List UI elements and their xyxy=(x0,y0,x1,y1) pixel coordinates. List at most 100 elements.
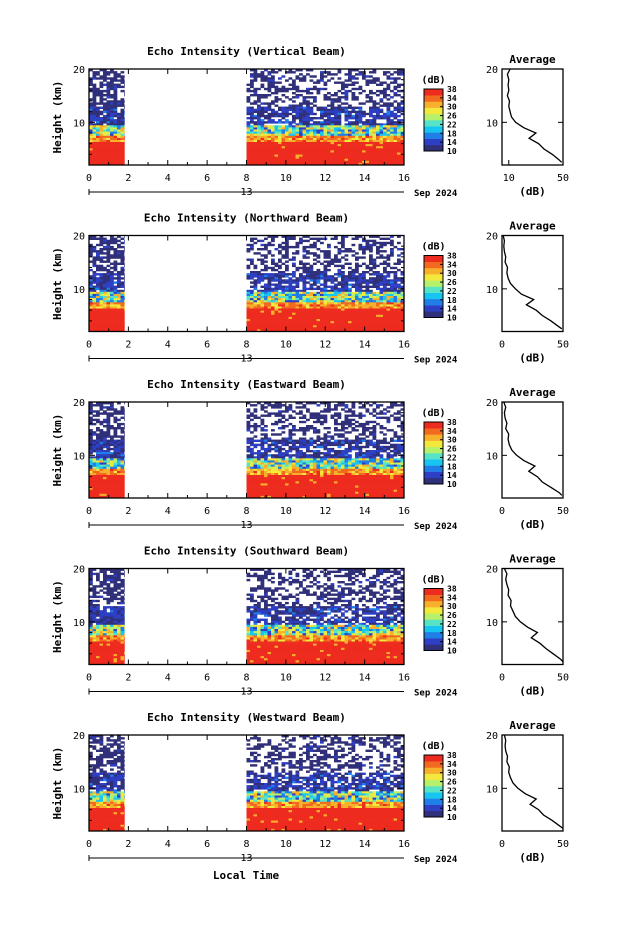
heatmap-cell xyxy=(362,156,366,160)
heatmap-cell xyxy=(390,306,394,309)
heatmap-cell xyxy=(344,329,349,332)
heatmap-cell xyxy=(103,268,107,272)
heatmap-cell xyxy=(302,154,307,157)
heatmap-cell xyxy=(99,319,104,322)
heatmap-cell xyxy=(358,312,363,316)
heatmap-cell xyxy=(386,279,391,282)
heatmap-cell xyxy=(372,127,377,130)
heatmap-cell xyxy=(386,104,391,107)
heatmap-cell xyxy=(313,291,317,295)
heatmap-cell xyxy=(306,439,310,442)
heatmap-cell xyxy=(281,146,286,149)
heatmap-cell xyxy=(271,121,275,124)
heatmap-cell xyxy=(267,273,272,276)
heatmap-cell xyxy=(250,258,254,261)
heatmap-cell xyxy=(334,450,338,453)
heatmap-cell xyxy=(271,308,275,311)
heatmap-cell xyxy=(250,454,254,457)
heatmap-cell xyxy=(110,146,114,149)
heatmap-cell xyxy=(369,250,373,253)
heatmap-cell xyxy=(386,452,391,455)
heatmap-cell xyxy=(250,146,254,149)
heatmap-cell xyxy=(362,300,366,303)
heatmap-cell xyxy=(124,121,125,124)
heatmap-cell xyxy=(253,298,258,301)
heatmap-cell xyxy=(400,319,405,322)
heatmap-cell xyxy=(96,102,100,105)
colorbar-tick-label: 18 xyxy=(447,296,457,305)
heatmap-cell xyxy=(344,150,349,153)
heatmap-cell xyxy=(327,325,331,328)
heatmap-cell xyxy=(365,445,370,449)
heatmap-cell xyxy=(313,323,317,326)
heatmap-cell xyxy=(92,135,97,139)
heatmap-cell xyxy=(92,431,97,434)
heatmap-cell xyxy=(99,439,104,442)
heatmap-cell xyxy=(271,447,275,451)
heatmap-cell xyxy=(267,275,272,278)
heatmap-cell xyxy=(383,306,387,309)
heatmap-cell xyxy=(250,140,254,143)
heatmap-cell xyxy=(320,140,324,143)
heatmap-cell xyxy=(253,304,258,307)
heatmap-cell xyxy=(372,323,377,326)
heatmap-cell xyxy=(309,273,314,276)
heatmap-cell xyxy=(89,452,93,455)
heatmap-cell xyxy=(313,98,317,101)
heatmap-cell xyxy=(250,73,254,76)
heatmap-cell xyxy=(390,154,394,157)
heatmap-cell xyxy=(281,127,286,130)
heatmap-cell xyxy=(397,289,401,293)
heatmap-cell xyxy=(106,443,111,447)
heatmap-cell xyxy=(330,108,335,112)
heatmap-cell xyxy=(383,243,387,247)
heatmap-cell xyxy=(327,304,331,307)
heatmap-cell xyxy=(110,454,114,457)
heatmap-cell xyxy=(386,262,391,265)
heatmap-cell xyxy=(355,110,359,114)
heatmap-cell xyxy=(383,441,387,445)
heatmap-cell xyxy=(246,275,251,278)
heatmap-cell xyxy=(299,127,303,130)
heatmap-cell xyxy=(292,83,296,86)
heatmap-cell xyxy=(250,431,254,434)
heatmap-cell xyxy=(383,152,387,155)
heatmap-cell xyxy=(341,154,345,157)
heatmap-cell xyxy=(295,148,300,151)
heatmap-cell xyxy=(106,96,111,99)
heatmap-cell xyxy=(113,142,118,145)
heatmap-cell xyxy=(393,314,398,318)
heatmap-cell xyxy=(246,144,251,147)
heatmap-cell xyxy=(110,241,114,245)
heatmap-cell xyxy=(267,447,272,451)
heatmap-cell xyxy=(267,302,272,305)
heatmap-cell xyxy=(124,408,125,411)
heatmap-cell xyxy=(306,131,310,134)
heatmap-cell xyxy=(106,271,111,274)
heatmap-cell xyxy=(365,420,370,424)
heatmap-cell xyxy=(299,77,303,80)
heatmap-cell xyxy=(250,289,254,293)
heatmap-cell xyxy=(320,271,324,274)
heatmap-cell xyxy=(253,404,258,407)
heatmap-cell xyxy=(372,420,377,424)
heatmap-cell xyxy=(376,114,380,118)
heatmap-cell xyxy=(355,73,359,76)
heatmap-cell xyxy=(285,406,289,409)
heatmap-cell xyxy=(327,71,331,74)
heatmap-cell xyxy=(313,456,317,459)
heatmap-cell xyxy=(92,422,97,426)
heatmap-cell xyxy=(299,329,303,332)
heatmap-cell xyxy=(397,160,401,164)
heatmap-cell xyxy=(274,81,279,84)
x-tick-label: 12 xyxy=(319,173,331,184)
heatmap-cell xyxy=(316,416,321,419)
heatmap-cell xyxy=(302,304,307,307)
heatmap-cell xyxy=(96,450,100,453)
heatmap-cell xyxy=(302,262,307,265)
heatmap-cell xyxy=(253,314,258,318)
heatmap-cell xyxy=(316,456,321,459)
heatmap-cell xyxy=(278,456,282,459)
heatmap-cell xyxy=(390,300,394,303)
heatmap-cell xyxy=(362,162,366,166)
